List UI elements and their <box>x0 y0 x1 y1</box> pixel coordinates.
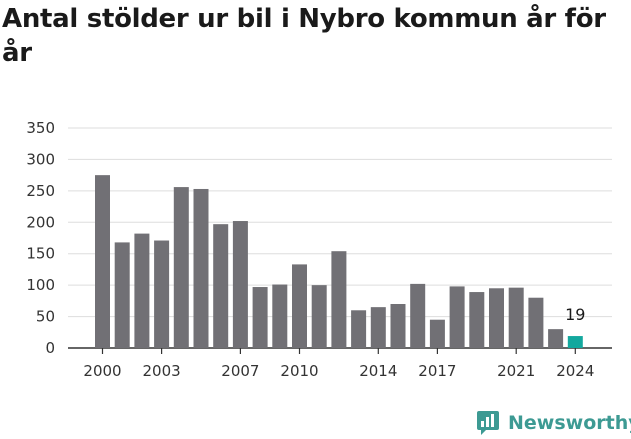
bar <box>429 319 445 348</box>
bar <box>95 175 110 348</box>
bar <box>292 264 307 348</box>
y-axis-ticks: 0 50 100 150 200 250 300 350 <box>26 119 55 357</box>
y-tick-label: 100 <box>26 276 55 294</box>
y-tick-label: 50 <box>36 308 55 326</box>
bar <box>489 288 504 348</box>
bar <box>134 233 150 348</box>
x-tick-label: 2021 <box>497 362 535 380</box>
bar <box>154 240 170 348</box>
x-tick-label: 2014 <box>359 362 397 380</box>
bar <box>331 251 347 348</box>
bar-highlight <box>567 336 583 348</box>
x-tick-label: 2017 <box>418 362 456 380</box>
bar <box>232 221 248 348</box>
y-tick-label: 350 <box>26 119 55 137</box>
bar <box>252 287 268 348</box>
newsworthy-logo-icon <box>477 411 499 435</box>
brand: Newsworthy <box>476 407 631 439</box>
x-tick-label: 2000 <box>83 362 121 380</box>
bars <box>95 175 583 348</box>
brand-name: Newsworthy <box>508 412 631 434</box>
bar <box>410 283 426 348</box>
bar <box>213 224 229 348</box>
bar <box>351 310 367 348</box>
bar <box>548 329 564 348</box>
y-tick-label: 300 <box>26 150 55 168</box>
y-tick-label: 200 <box>26 213 55 231</box>
y-tick-label: 0 <box>45 339 55 357</box>
bar <box>390 304 406 348</box>
bar <box>193 188 209 348</box>
bar <box>173 187 189 348</box>
bar <box>114 242 130 348</box>
data-labels: 19 <box>565 305 585 324</box>
x-tick-label: 2003 <box>143 362 181 380</box>
bar <box>508 287 524 348</box>
x-axis-ticks: 2000 2003 2007 2010 2014 2017 2021 2024 <box>83 348 594 380</box>
bar <box>469 292 485 348</box>
x-tick-label: 2024 <box>556 362 594 380</box>
data-label: 19 <box>565 305 585 324</box>
y-tick-label: 250 <box>26 182 55 200</box>
bar <box>370 307 386 348</box>
y-tick-label: 150 <box>26 245 55 263</box>
x-tick-label: 2007 <box>221 362 259 380</box>
bar <box>272 284 288 348</box>
bar <box>311 285 327 348</box>
bar <box>449 286 465 348</box>
chart-title: Antal stölder ur bil i Nybro kommun år f… <box>2 4 606 68</box>
x-tick-label: 2010 <box>280 362 318 380</box>
bar <box>528 297 544 348</box>
